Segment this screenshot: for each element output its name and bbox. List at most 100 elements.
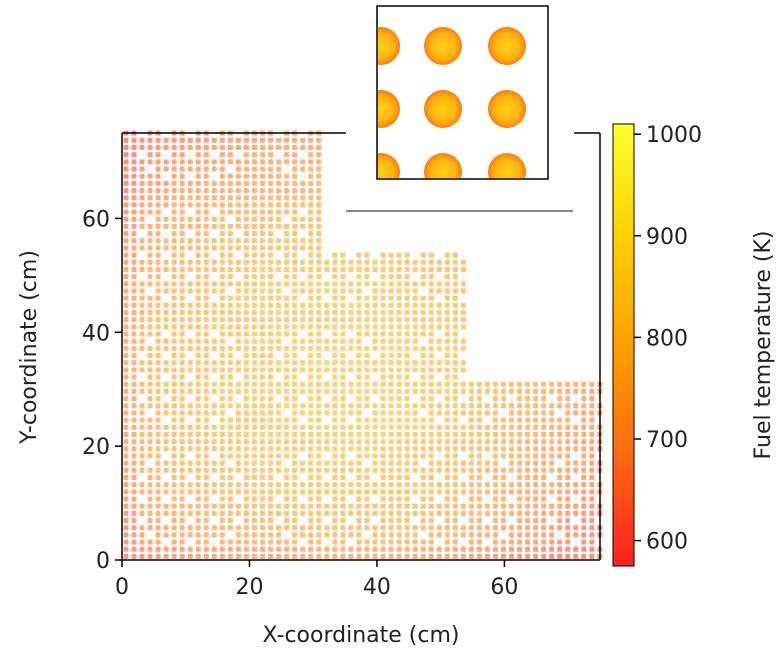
- heatmap-cell: [284, 152, 290, 158]
- heatmap-cell: [420, 510, 426, 516]
- heatmap-cell: [324, 324, 330, 330]
- heatmap-cell: [316, 281, 322, 287]
- heatmap-cell: [533, 424, 539, 430]
- heatmap-cell: [244, 295, 249, 301]
- heatmap-cell: [260, 475, 265, 480]
- heatmap-cell: [147, 302, 153, 308]
- heatmap-cell: [292, 345, 298, 351]
- heatmap-cell: [300, 267, 306, 272]
- heatmap-cell: [123, 238, 129, 244]
- heatmap-cell: [227, 274, 233, 280]
- heatmap-cell: [300, 510, 306, 516]
- heatmap-cell: [219, 489, 225, 495]
- heatmap-cell: [533, 431, 539, 437]
- heatmap-cell: [203, 374, 209, 380]
- heatmap-cell: [227, 195, 233, 201]
- heatmap-cell: [211, 166, 217, 172]
- heatmap-cell: [468, 546, 474, 552]
- heatmap-cell: [123, 539, 129, 545]
- heatmap-cell: [492, 410, 498, 416]
- heatmap-cell: [179, 482, 185, 488]
- heatmap-cell: [292, 467, 298, 473]
- heatmap-cell: [476, 396, 482, 402]
- heatmap-cell: [332, 503, 338, 509]
- heatmap-cell: [541, 532, 547, 538]
- heatmap-cell: [292, 188, 298, 194]
- heatmap-cell: [460, 310, 466, 315]
- heatmap-cell: [404, 367, 410, 373]
- heatmap-cell: [131, 460, 137, 466]
- heatmap-cell: [372, 546, 378, 552]
- heatmap-cell: [219, 274, 225, 280]
- heatmap-cell: [179, 173, 185, 179]
- heatmap-cell: [460, 288, 466, 294]
- heatmap-cell: [500, 525, 506, 531]
- heatmap-cell: [139, 245, 145, 251]
- heatmap-cell: [252, 453, 257, 459]
- heatmap-cell: [557, 381, 563, 387]
- heatmap-cell: [179, 532, 185, 538]
- heatmap-cell: [517, 525, 522, 531]
- heatmap-cell: [332, 424, 338, 430]
- heatmap-cell: [589, 417, 595, 423]
- heatmap-cell: [203, 209, 209, 215]
- heatmap-cell: [581, 417, 587, 423]
- heatmap-cell: [404, 252, 410, 258]
- heatmap-cell: [460, 259, 466, 265]
- heatmap-cell: [300, 137, 306, 143]
- heatmap-cell: [260, 353, 265, 359]
- heatmap-cell: [388, 317, 394, 323]
- heatmap-cell: [372, 424, 378, 430]
- heatmap-cell: [163, 317, 169, 323]
- heatmap-cell: [284, 510, 290, 516]
- heatmap-cell: [155, 166, 161, 172]
- heatmap-cell: [171, 238, 177, 244]
- heatmap-cell: [517, 417, 522, 423]
- heatmap-cell: [123, 288, 129, 294]
- heatmap-cell: [219, 281, 225, 287]
- heatmap-cell: [244, 173, 249, 179]
- heatmap-cell: [123, 216, 129, 222]
- heatmap-cell: [517, 396, 522, 402]
- heatmap-cell: [452, 310, 458, 315]
- heatmap-cell: [235, 503, 241, 509]
- heatmap-cell: [452, 510, 458, 516]
- heatmap-cell: [179, 310, 185, 315]
- heatmap-cell: [420, 274, 426, 280]
- heatmap-cell: [171, 331, 177, 337]
- heatmap-cell: [444, 439, 450, 445]
- heatmap-cell: [332, 467, 338, 473]
- heatmap-cell: [147, 274, 153, 280]
- heatmap-cell: [131, 503, 137, 509]
- heatmap-cell: [203, 317, 209, 323]
- heatmap-cell: [147, 503, 153, 509]
- heatmap-cell: [492, 381, 498, 387]
- heatmap-cell: [308, 367, 314, 373]
- heatmap-cell: [300, 532, 306, 538]
- heatmap-cell: [235, 510, 241, 516]
- heatmap-cell: [139, 431, 145, 437]
- heatmap-cell: [227, 324, 233, 330]
- heatmap-cell: [147, 353, 153, 359]
- heatmap-cell: [284, 553, 290, 559]
- heatmap-cell: [211, 489, 217, 495]
- heatmap-cell: [364, 331, 370, 337]
- heatmap-cell: [139, 166, 145, 172]
- heatmap-cell: [324, 302, 330, 308]
- heatmap-cell: [268, 525, 274, 531]
- heatmap-cell: [131, 338, 137, 344]
- heatmap-cell: [244, 188, 249, 194]
- heatmap-cell: [163, 310, 169, 315]
- heatmap-cell: [187, 166, 193, 172]
- heatmap-cell: [420, 281, 426, 287]
- heatmap-cell: [171, 482, 177, 488]
- heatmap-cell: [292, 173, 298, 179]
- heatmap-cell: [452, 482, 458, 488]
- heatmap-cell: [195, 403, 201, 409]
- heatmap-cell: [452, 324, 458, 330]
- heatmap-cell: [252, 302, 257, 308]
- heatmap-cell: [364, 267, 370, 272]
- heatmap-cell: [179, 403, 185, 409]
- heatmap-cell: [292, 223, 298, 229]
- heatmap-cell: [284, 518, 290, 524]
